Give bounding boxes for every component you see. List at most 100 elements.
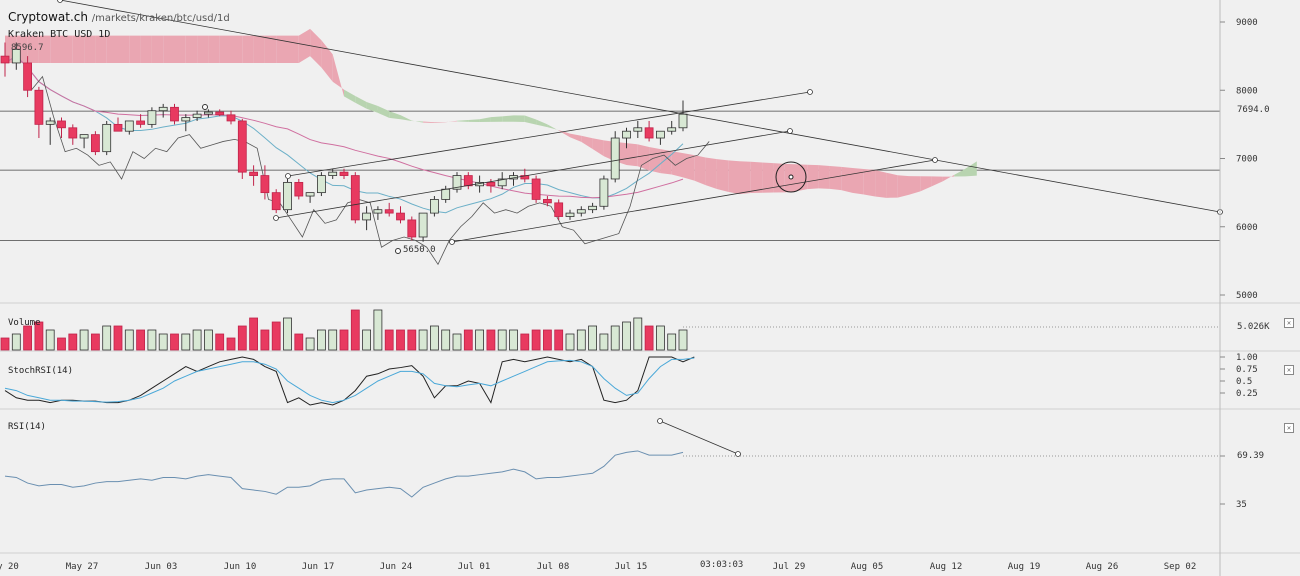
cloud-segment — [140, 35, 152, 63]
pane-bg — [0, 352, 1220, 408]
cloud-segment — [513, 115, 525, 123]
candle-body — [102, 123, 112, 153]
volume-bar — [57, 337, 66, 351]
volume-bar — [23, 325, 33, 351]
candle-body — [294, 181, 304, 197]
cloud-segment — [72, 35, 85, 63]
cloud-segment — [208, 35, 220, 63]
candle-body — [418, 212, 428, 238]
trendlines[interactable] — [57, 0, 1223, 457]
cloud-segment — [637, 144, 650, 171]
cloud-segment — [818, 165, 830, 189]
x-tick-label: Aug 26 — [1086, 562, 1119, 572]
low-marker-handle — [395, 248, 401, 254]
cloud-segment — [524, 115, 537, 125]
volume-bar — [441, 329, 451, 351]
candle-body — [124, 120, 134, 132]
cloud-segment — [683, 153, 695, 181]
cloud-segment — [276, 35, 288, 63]
x-tick-label: Jul 15 — [615, 562, 648, 572]
site-name: Cryptowat.ch — [8, 10, 88, 24]
candle-body — [678, 113, 688, 129]
cloud-segment — [174, 35, 186, 63]
cloud-segment — [547, 124, 559, 131]
candle-body — [463, 175, 473, 187]
cloud-segment — [694, 155, 706, 186]
volume-bar — [667, 333, 677, 351]
cloud-segment — [716, 159, 729, 192]
trendline-handle — [273, 215, 279, 221]
volume-close-icon[interactable]: ✕ — [1284, 318, 1294, 328]
cloud-segment — [807, 164, 819, 190]
cloud-segment — [773, 163, 785, 193]
circle-annotation — [775, 161, 807, 193]
candle-body — [531, 178, 541, 200]
volume-bar — [486, 329, 496, 351]
cloud-segment — [84, 35, 96, 63]
candle-body — [633, 127, 643, 132]
candle-body — [452, 175, 462, 190]
volume-bar — [407, 329, 417, 351]
cloud-segment — [389, 111, 401, 120]
cloud-segment — [592, 138, 604, 157]
cloud-segment — [954, 168, 966, 177]
price-tick-label: 5000 — [1236, 291, 1258, 301]
candle-body — [305, 192, 315, 197]
volume-bar — [509, 329, 518, 351]
candle-body — [192, 113, 202, 118]
cloud-segment — [502, 115, 514, 122]
axes-layer: 5000 6000 7000 8000 9000 1.00 0.75 0.5 0.25 35 y 2… — [0, 0, 1258, 576]
volume-bar — [543, 329, 552, 351]
volume-bar — [283, 317, 292, 351]
stochrsi-tick-label: 1.00 — [1236, 353, 1258, 363]
stochrsi-lines — [4, 356, 695, 406]
trendline-handle — [787, 128, 793, 134]
rsi-series-line — [4, 450, 684, 498]
trendline-handle — [932, 157, 938, 163]
cloud-segment — [434, 121, 446, 123]
candle-body — [644, 127, 654, 139]
chikou-line — [30, 75, 710, 266]
volume-bar — [610, 325, 620, 351]
candle-body — [328, 171, 338, 176]
x-tick-label: Aug 19 — [1008, 562, 1041, 572]
cloud-segment — [863, 169, 876, 197]
volume-bar — [328, 329, 338, 351]
cloud-segment — [253, 35, 265, 63]
stochrsi-pane-title: StochRSI(14) — [8, 366, 74, 376]
candle-body — [113, 123, 123, 132]
candle-body — [11, 48, 21, 64]
candle-body — [158, 106, 168, 112]
market-line: Kraken BTC USD 1D — [8, 29, 111, 40]
volume-bar — [452, 333, 462, 351]
cloud-segment — [231, 35, 243, 63]
volume-bar — [350, 309, 360, 351]
cloud-segment — [750, 161, 763, 194]
cloud-segment — [965, 161, 977, 177]
cloud-segment — [400, 115, 412, 121]
trendline — [275, 130, 791, 219]
candle-body — [260, 175, 270, 194]
trendline — [451, 159, 936, 243]
volume-bar — [588, 325, 597, 351]
cloud-segment — [536, 119, 548, 128]
volume-bar — [260, 329, 270, 351]
cloud-segment — [344, 89, 356, 103]
candle-body — [226, 114, 236, 122]
x-tick-label: May 27 — [66, 562, 99, 572]
volume-bar — [158, 333, 168, 351]
trendline — [287, 91, 811, 177]
volume-bar — [576, 329, 586, 351]
rsi-close-icon[interactable]: ✕ — [1284, 423, 1294, 433]
cloud-segment — [490, 116, 503, 122]
candle-body — [610, 137, 620, 180]
candle-body — [283, 181, 292, 211]
cloud-segment — [841, 166, 853, 193]
x-tick-label: Jun 24 — [380, 562, 413, 572]
trendline-handle — [202, 104, 208, 110]
stochrsi-close-icon[interactable]: ✕ — [1284, 365, 1294, 375]
cloud-segment — [219, 35, 231, 63]
x-tick-label: Sep 02 — [1164, 562, 1197, 572]
volume-bar — [170, 333, 179, 351]
